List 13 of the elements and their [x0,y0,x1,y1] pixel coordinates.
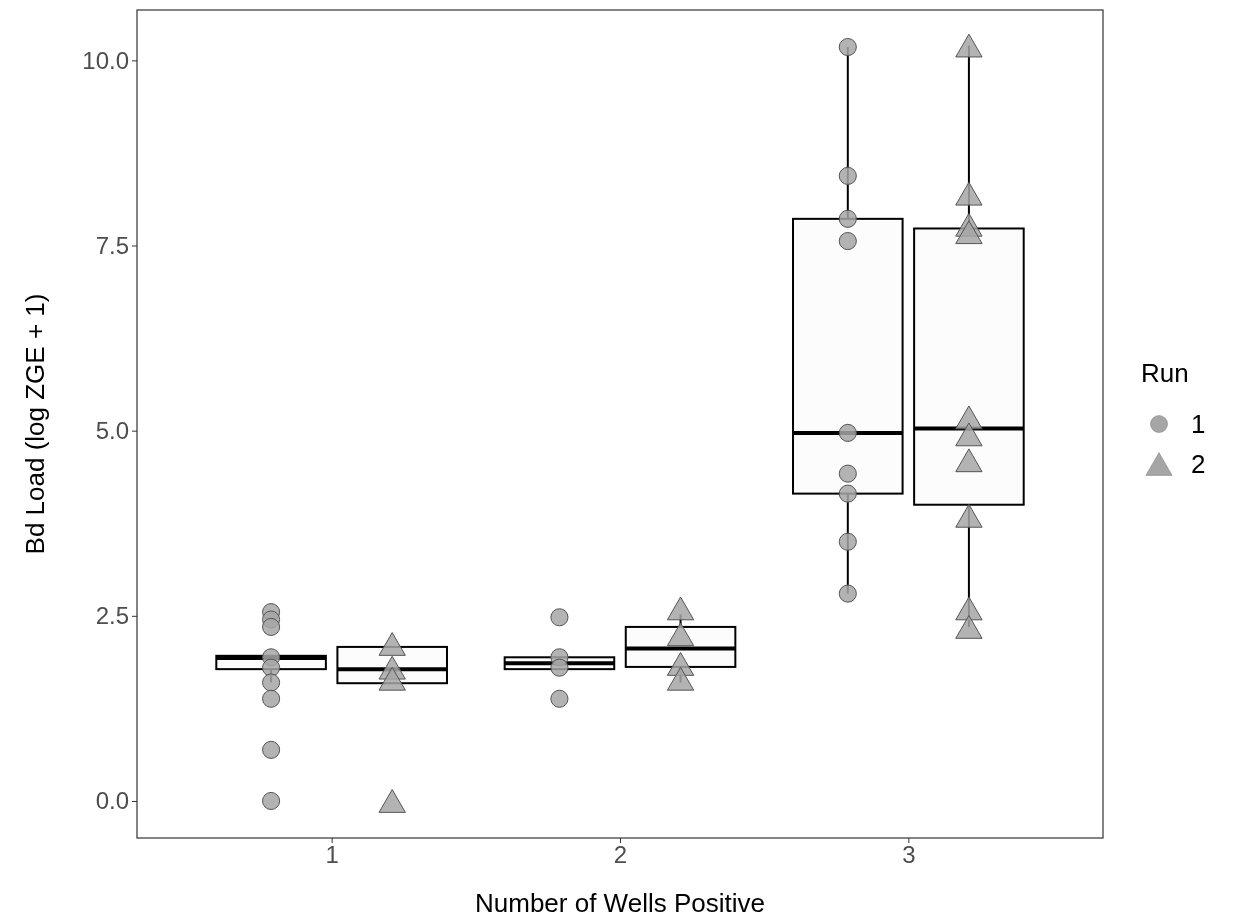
x-tick-label: 1 [325,841,339,869]
x-tick-label: 2 [613,841,628,869]
x-tick-label: 3 [902,841,916,869]
y-tick-label: 0.0 [95,787,129,815]
y-tick-label: 10.0 [82,46,129,74]
x-axis-title: Number of Wells Positive [475,888,765,918]
y-axis-title: Bd Load (log ZGE + 1) [20,293,50,555]
y-tick-label: 7.5 [95,231,129,259]
legend-title: Run [1141,358,1189,388]
legend-label: 2 [1191,449,1206,479]
y-tick-label: 2.5 [95,602,129,629]
legend-label: 1 [1191,409,1206,439]
y-tick-label: 5.0 [95,416,129,444]
